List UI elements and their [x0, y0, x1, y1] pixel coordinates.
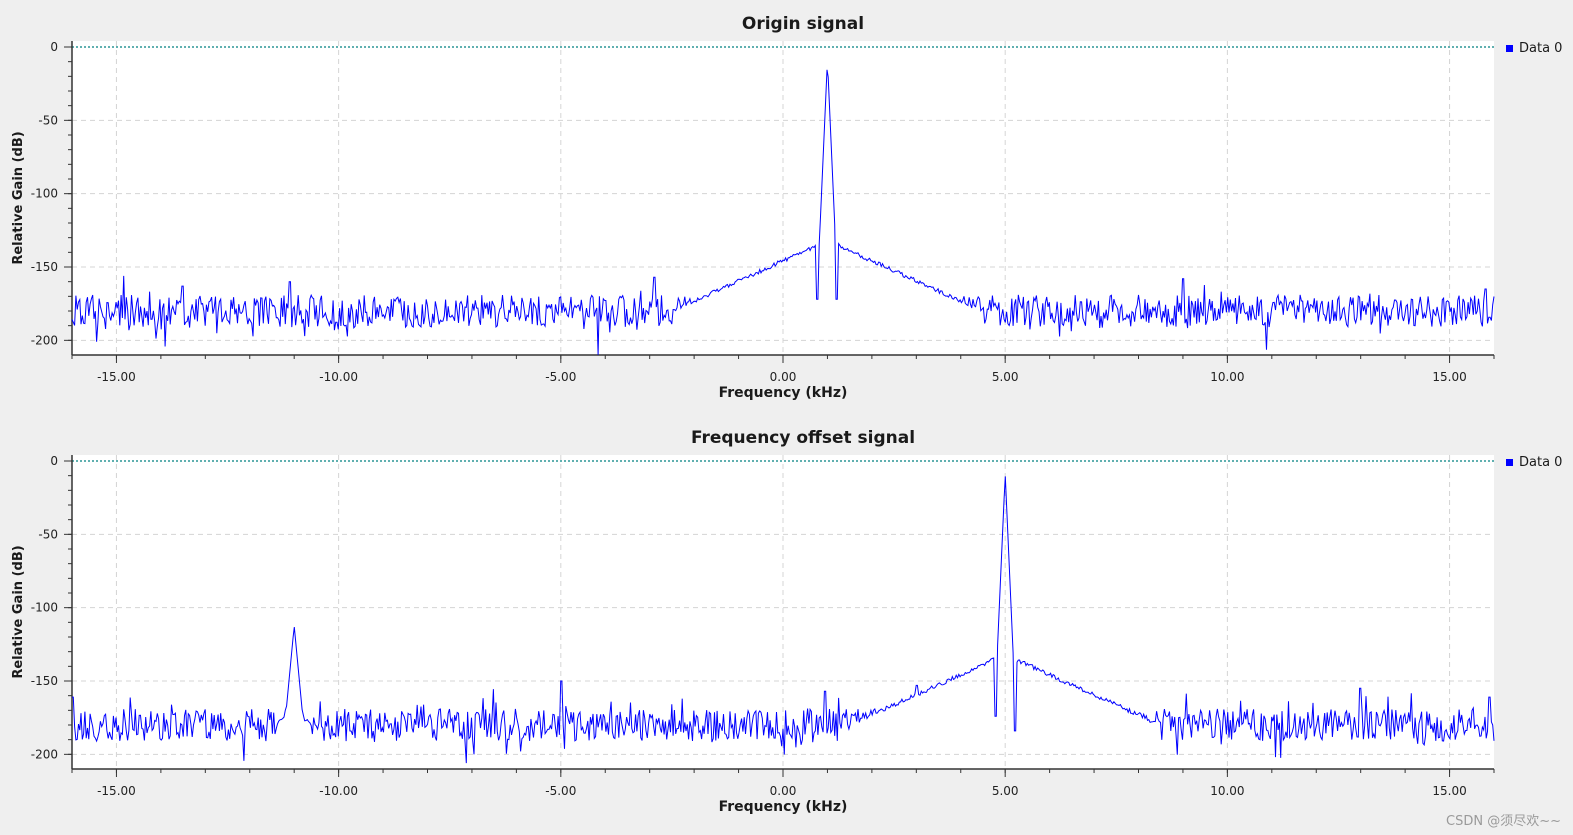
x-axis-label: Frequency (kHz)	[719, 799, 848, 815]
x-tick-label: -10.00	[319, 370, 358, 384]
x-tick-label: -5.00	[545, 370, 576, 384]
legend-label: Data 0	[1519, 41, 1562, 56]
y-axis-label: Relative Gain (dB)	[11, 131, 26, 264]
x-tick-label: 10.00	[1210, 370, 1244, 384]
x-tick-label: 10.00	[1210, 784, 1244, 798]
y-tick-label: -100	[31, 601, 58, 615]
chart-title: Origin signal	[742, 14, 864, 34]
y-tick-label: 0	[50, 40, 58, 54]
x-tick-label: 15.00	[1432, 370, 1466, 384]
legend-swatch	[1506, 459, 1513, 466]
x-tick-label: 5.00	[992, 784, 1019, 798]
x-tick-label: 0.00	[770, 370, 797, 384]
chart-2: Frequency offset signal -15.00 -10.00 -5.00…	[11, 428, 1562, 815]
x-tick-label: -15.00	[97, 370, 136, 384]
y-tick-label: -50	[38, 113, 58, 127]
x-tick-label: -15.00	[97, 784, 136, 798]
x-tick-label: -10.00	[319, 784, 358, 798]
y-tick-label: -150	[31, 260, 58, 274]
watermark: CSDN @须尽欢~~	[1446, 814, 1561, 829]
x-tick-label: 0.00	[770, 784, 797, 798]
y-tick-label: -50	[38, 527, 58, 541]
chart-title: Frequency offset signal	[691, 428, 915, 448]
x-tick-label: 15.00	[1432, 784, 1466, 798]
legend-swatch	[1506, 45, 1513, 52]
y-tick-label: -200	[31, 333, 58, 347]
series-line-data-0	[71, 69, 1495, 355]
chart-1: Origin signal -15.00 -10.00 -5.00 0.00 5.00 10…	[11, 14, 1562, 401]
y-tick-label: -100	[31, 187, 58, 201]
y-tick-label: 0	[50, 454, 58, 468]
x-axis-label: Frequency (kHz)	[719, 385, 848, 401]
y-tick-label: -200	[31, 747, 58, 761]
y-axis-label: Relative Gain (dB)	[11, 545, 26, 678]
series-line-data-0	[72, 476, 1495, 764]
x-tick-label: -5.00	[545, 784, 576, 798]
y-tick-label: -150	[31, 674, 58, 688]
x-tick-label: 5.00	[992, 370, 1019, 384]
legend-label: Data 0	[1519, 455, 1562, 470]
